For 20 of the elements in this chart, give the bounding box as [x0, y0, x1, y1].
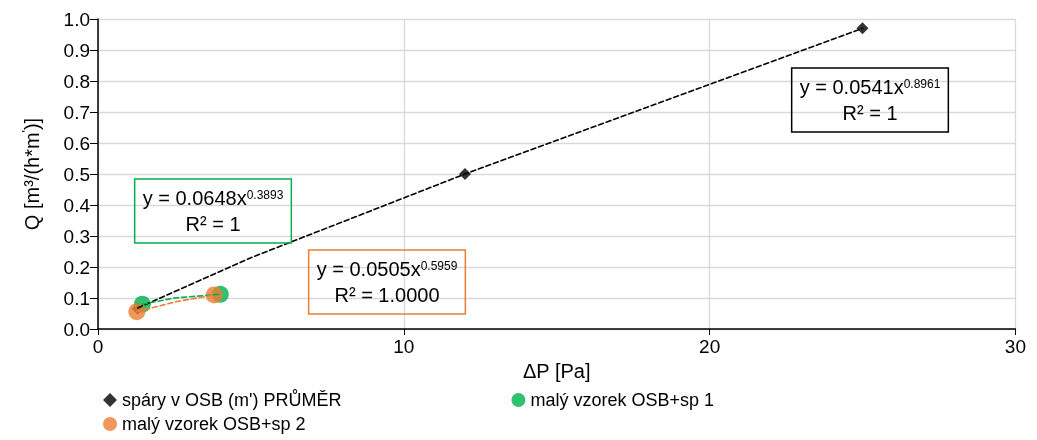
y-tick-label: 0.8 — [63, 70, 90, 92]
x-axis-title: ΔP [Pa] — [522, 359, 591, 382]
y-tick-label: 0.5 — [63, 163, 90, 185]
y-tick-label: 0.2 — [63, 256, 90, 278]
x-tick-label: 0 — [92, 336, 104, 357]
x-tick-label: 10 — [393, 336, 415, 357]
y-tick-label: 0.3 — [63, 225, 90, 247]
y-tick-label: 0.7 — [63, 101, 90, 123]
x-tick-label: 30 — [1004, 336, 1026, 357]
y-tick-label: 1.0 — [63, 8, 90, 30]
y-axis-title: Q [m³/(h*m')] — [20, 117, 43, 231]
y-tick-label: 0.0 — [63, 318, 90, 340]
y-tick-label: 0.4 — [63, 194, 91, 216]
legend-label: malý vzorek OSB+sp 2 — [122, 414, 306, 434]
legend-label: spáry v OSB (m') PRŮMĚR — [122, 389, 342, 410]
y-tick-label: 0.6 — [63, 132, 90, 154]
legend-label: malý vzorek OSB+sp 1 — [530, 390, 715, 410]
y-tick-label: 0.9 — [63, 39, 90, 61]
y-tick-label: 0.1 — [63, 287, 90, 309]
x-tick-label: 20 — [699, 336, 721, 357]
